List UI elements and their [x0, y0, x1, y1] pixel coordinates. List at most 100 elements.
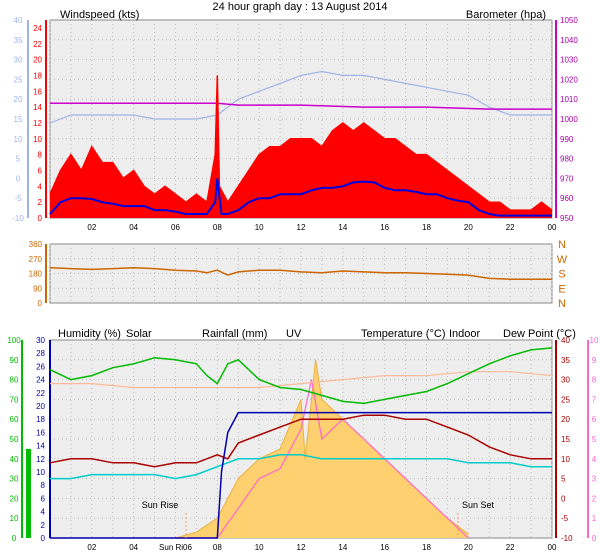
uv-tick: 5 [592, 435, 597, 444]
time-tick-label: 06 [171, 223, 180, 232]
outer-wind-tick: 20 [14, 95, 23, 104]
barometer-tick: 1010 [560, 95, 578, 104]
uv-tick: 3 [592, 475, 597, 484]
time-tick-label: 08 [213, 223, 222, 232]
windspeed-tick: 10 [33, 135, 42, 144]
direction-tick: 180 [29, 270, 43, 279]
rain-tick: 6 [41, 494, 46, 503]
temperature-tick: 20 [561, 415, 570, 424]
windspeed-tick: 6 [38, 166, 43, 175]
barometer-tick: 1020 [560, 75, 578, 84]
windspeed-tick: 20 [33, 56, 42, 65]
windspeed-tick: 16 [33, 87, 42, 96]
wind-outer-series [49, 70, 552, 124]
outer-wind-tick: 30 [14, 56, 23, 65]
temperature-tick: 5 [561, 475, 566, 484]
humidity-tick: 40 [10, 455, 19, 464]
time-tick-label: 18 [422, 223, 431, 232]
compass-label: S [558, 269, 565, 281]
rain-tick: 30 [36, 336, 45, 345]
rain-tick: 2 [41, 521, 46, 530]
rain-tick: 28 [36, 349, 45, 358]
chart-title: 24 hour graph day : 13 August 2014 [213, 1, 388, 13]
temperature-tick: 40 [561, 336, 570, 345]
chart-marks: 4035302520151050-5-102422201816141210864… [7, 16, 599, 552]
dewpoint-series [50, 454, 552, 480]
panel2-frame [49, 243, 553, 304]
windspeed-tick: 24 [33, 24, 42, 33]
temperature-tick: 35 [561, 356, 570, 365]
time-tick-label: 02 [87, 223, 96, 232]
uv-tick: 8 [592, 376, 597, 385]
barometer-tick: 990 [560, 135, 574, 144]
windspeed-tick: 18 [33, 71, 42, 80]
humidity-tick: 50 [10, 435, 19, 444]
compass-label: N [558, 239, 566, 251]
rain-tick: 0 [41, 534, 46, 543]
outer-wind-tick: 10 [14, 135, 23, 144]
outer-wind-tick: 5 [16, 155, 21, 164]
rain-tick: 22 [36, 389, 45, 398]
windspeed-series [49, 75, 553, 211]
barometer-tick: 1050 [560, 16, 578, 25]
barometer-series [50, 102, 552, 110]
barometer-tick: 950 [560, 214, 574, 223]
windspeed-label: Windspeed (kts) [60, 9, 139, 21]
uv-tick: 4 [592, 455, 597, 464]
rain-tick: 4 [41, 508, 46, 517]
time-tick-label: 12 [297, 223, 306, 232]
time-tick-label: 04 [129, 223, 138, 232]
rain-tick: 24 [36, 376, 45, 385]
outer-wind-tick: -5 [14, 194, 22, 203]
barometer-tick: 960 [560, 194, 574, 203]
windspeed-tick: 4 [38, 182, 43, 191]
humidity-tick: 0 [12, 534, 17, 543]
time-tick-label: 00 [548, 543, 557, 552]
temperature-tick: 10 [561, 455, 570, 464]
outer-wind-tick: 40 [14, 16, 23, 25]
rain-tick: 26 [36, 362, 45, 371]
barometer-tick: 980 [560, 155, 574, 164]
windspeed-tick: 8 [38, 151, 43, 160]
barometer-tick: 970 [560, 174, 574, 183]
uv-tick: 7 [592, 395, 597, 404]
temperature-tick: -5 [561, 514, 569, 523]
temperature-label: Temperature (°C) [361, 328, 445, 340]
direction-tick: 360 [29, 240, 43, 249]
time-tick-label: 16 [380, 223, 389, 232]
direction-tick: 270 [29, 255, 43, 264]
humidity-tick: 80 [10, 376, 19, 385]
uv-tick: 9 [592, 356, 597, 365]
time-tick-label: 04 [129, 543, 138, 552]
barometer-tick: 1040 [560, 36, 578, 45]
compass-label: W [557, 254, 568, 266]
rain-tick: 18 [36, 415, 45, 424]
dewpoint-label: Dew Point (°C) [503, 328, 576, 340]
outer-wind-tick: 35 [14, 36, 23, 45]
time-tick-label: 14 [338, 543, 347, 552]
uv-tick: 1 [592, 514, 597, 523]
time-tick-label: 10 [255, 223, 264, 232]
uv-series [175, 379, 469, 539]
time-tick-label: 00 [548, 223, 557, 232]
windspeed-tick: 12 [33, 119, 42, 128]
outer-wind-tick: 25 [14, 75, 23, 84]
outer-wind-tick: 15 [14, 115, 23, 124]
temperature-tick: 25 [561, 395, 570, 404]
outer-wind-tick: 0 [16, 174, 21, 183]
wind-direction-series [49, 267, 552, 280]
time-tick-label: 12 [297, 543, 306, 552]
time-tick-label: 20 [464, 543, 473, 552]
humidity-tick: 30 [10, 475, 19, 484]
windspeed-tick: 2 [38, 198, 43, 207]
time-tick-label: 10 [255, 543, 264, 552]
time-tick-label: 18 [422, 543, 431, 552]
rainfall-label: Rainfall (mm) [202, 328, 267, 340]
temperature-tick: 30 [561, 376, 570, 385]
humidity-label: Humidity (%) [58, 328, 121, 340]
rain-tick: 12 [36, 455, 45, 464]
humidity-tick: 100 [7, 336, 21, 345]
rain-tick: 8 [41, 481, 46, 490]
time-tick-label: 02 [87, 543, 96, 552]
